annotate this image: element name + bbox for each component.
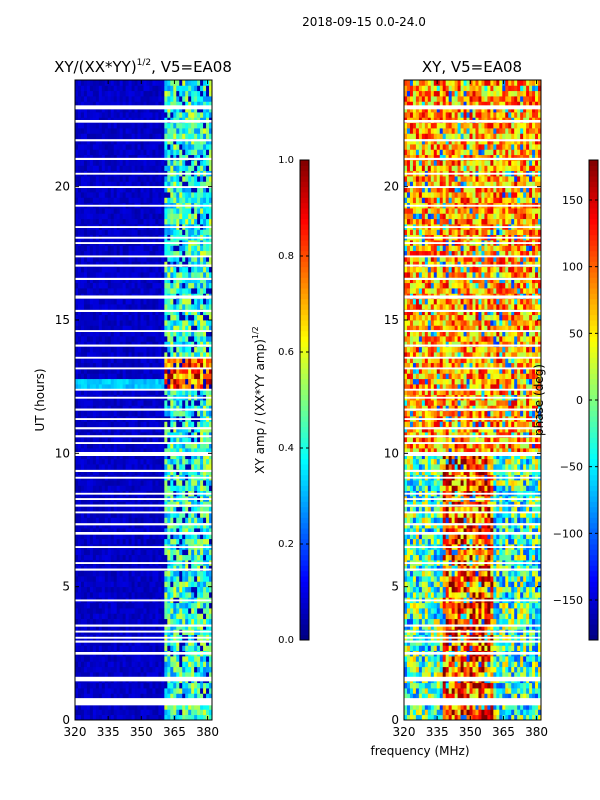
amplitude-title-main: XY/(XX*YY) bbox=[54, 58, 137, 76]
amplitude-colorbar-label: XY amp / (XX*YY amp)1/2 bbox=[251, 326, 267, 474]
amplitude-panel-title: XY/(XX*YY)1/2, V5=EA08 bbox=[54, 58, 232, 76]
amplitude-colorbar: 0.00.20.40.60.81.0 XY amp / (XX*YY amp)1… bbox=[251, 155, 310, 646]
amplitude-colorbar-label-exponent: 1/2 bbox=[251, 326, 260, 339]
phase-panel-title: XY, V5=EA08 bbox=[422, 58, 522, 76]
amplitude-colorbar-frame bbox=[299, 159, 310, 641]
amplitude-title-suffix: , V5=EA08 bbox=[151, 58, 232, 76]
phase-colorbar-gradient bbox=[589, 160, 598, 641]
phase-heatmap bbox=[404, 80, 542, 721]
amplitude-colorbar-ticks: 0.00.20.40.60.81.0 bbox=[278, 155, 309, 646]
phase-colorbar-label: phase (deg) bbox=[532, 364, 546, 436]
amplitude-colorbar-gradient bbox=[300, 160, 309, 641]
amplitude-title-exponent: 1/2 bbox=[137, 58, 151, 68]
amplitude-panel: XY/(XX*YY)1/2, V5=EA08 320 335 350 365 38005… bbox=[33, 58, 232, 739]
figure-suptitle: 2018-09-15 0.0-24.0 bbox=[302, 15, 426, 29]
amplitude-heatmap bbox=[75, 80, 213, 721]
amplitude-plot-frame bbox=[74, 79, 213, 721]
phase-plot-frame bbox=[403, 79, 542, 721]
amplitude-ylabel: UT (hours) bbox=[33, 368, 47, 431]
frequency-xlabel: frequency (MHz) bbox=[370, 744, 469, 758]
amplitude-colorbar-label-main: XY amp / (XX*YY amp) bbox=[253, 339, 267, 474]
